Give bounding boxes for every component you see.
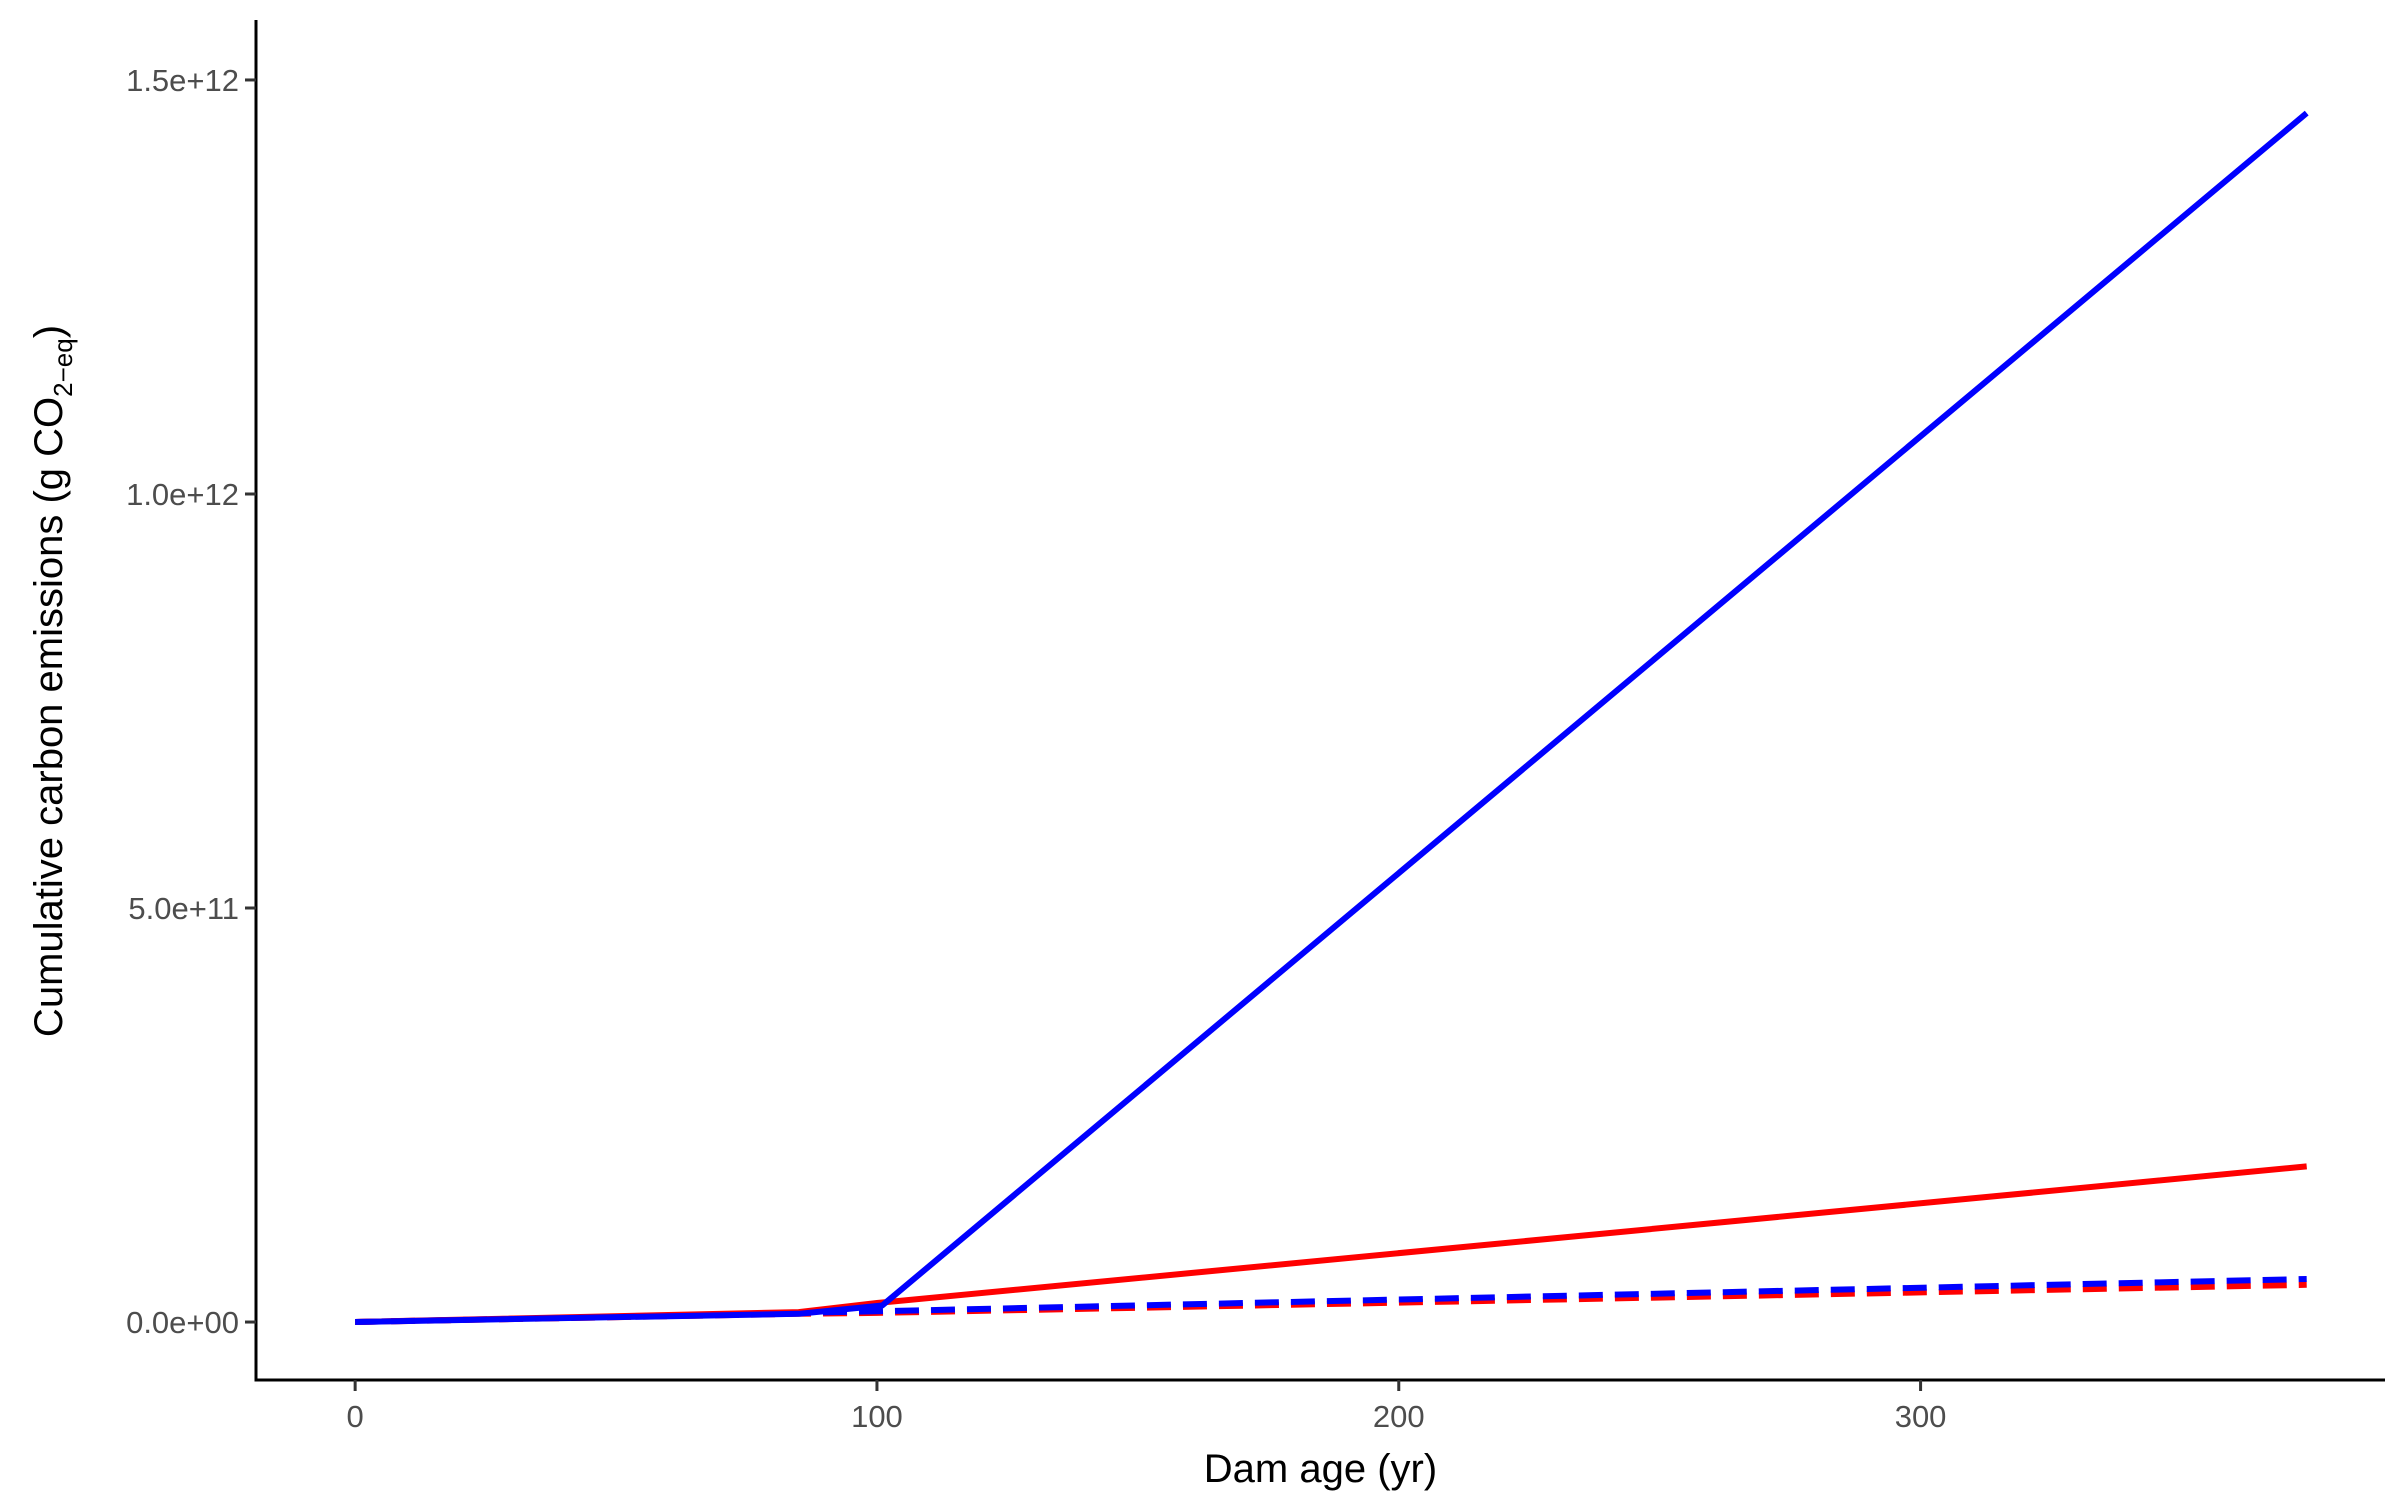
y-tick-label: 1.0e+12 — [126, 477, 239, 512]
blue-solid-series-line — [355, 110, 2309, 1325]
x-tick-label: 200 — [1373, 1399, 1425, 1434]
x-tick-label: 0 — [347, 1399, 364, 1434]
y-tick-label: 0.0e+00 — [126, 1305, 239, 1340]
y-axis-title-subscript: 2−eq — [48, 338, 78, 397]
series-layer — [355, 110, 2309, 1325]
x-axis-ticks: 0 100 200 300 — [347, 1380, 1947, 1434]
x-tick-label: 100 — [851, 1399, 903, 1434]
y-tick-label: 5.0e+11 — [128, 891, 239, 926]
x-tick-label: 300 — [1895, 1399, 1947, 1434]
y-axis-title-close: ) — [27, 325, 71, 338]
x-axis-title: Dam age (yr) — [1204, 1447, 1437, 1491]
y-tick-label: 1.5e+12 — [126, 63, 239, 98]
y-axis-title: Cumulative carbon emissions (g CO2−eq) — [27, 325, 78, 1037]
y-axis-title-main: Cumulative carbon emissions (g CO — [27, 397, 71, 1037]
y-axis-ticks: 0.0e+00 5.0e+11 1.0e+12 1.5e+12 — [126, 63, 256, 1340]
